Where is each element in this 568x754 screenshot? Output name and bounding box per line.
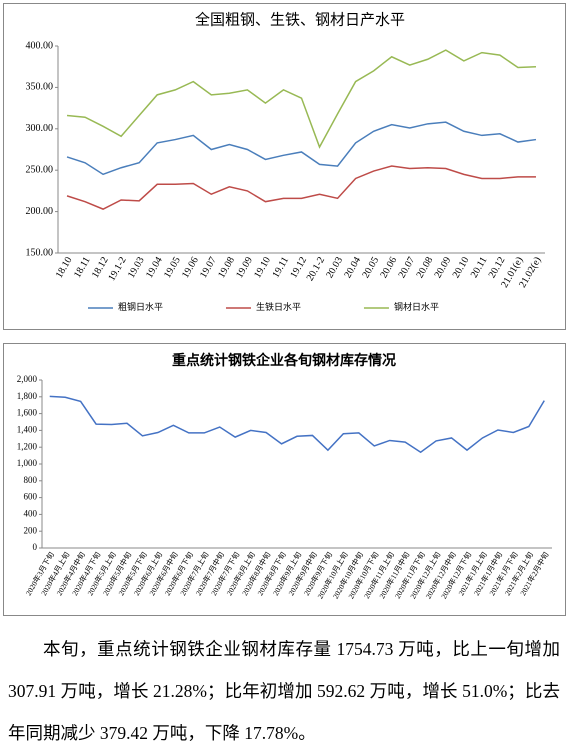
x-tick-label: 19.07 — [198, 255, 219, 280]
y-tick-label: 800 — [24, 475, 38, 485]
y-tick-label: 600 — [24, 492, 38, 502]
x-tick-label: 20.06 — [378, 255, 399, 280]
y-tick-label: 1,000 — [17, 458, 38, 468]
y-tick-label: 150.00 — [26, 247, 54, 258]
x-tick-label: 19.05 — [162, 255, 183, 280]
x-tick-label: 20.04 — [342, 255, 363, 280]
y-tick-label: 400 — [24, 508, 38, 518]
y-tick-label: 0 — [33, 542, 38, 552]
paragraph: 本旬，重点统计钢铁企业钢材库存量 1754.73 万吨，比上一旬增加 307.9… — [8, 639, 560, 743]
y-tick-label: 1,400 — [17, 424, 38, 434]
x-tick-label: 19.08 — [216, 255, 237, 280]
x-tick-label: 20.11 — [469, 255, 490, 280]
chart-title: 重点统计钢铁企业各旬钢材库存情况 — [172, 352, 396, 369]
legend-label: 钢材日水平 — [394, 301, 439, 312]
y-tick-label: 300.00 — [26, 123, 54, 134]
x-tick-label: 19.04 — [144, 255, 165, 280]
x-tick-label: 20.07 — [397, 255, 418, 280]
y-tick-label: 400.00 — [26, 40, 54, 51]
chart-title: 全国粗钢、生铁、钢材日产水平 — [195, 10, 405, 28]
data-line — [66, 121, 537, 176]
x-tick-label: 19.03 — [126, 255, 147, 280]
y-tick-label: 200 — [24, 525, 38, 535]
data-line — [66, 165, 536, 210]
x-tick-label: 20.03 — [324, 255, 345, 280]
y-tick-label: 350.00 — [26, 82, 54, 93]
x-tick-label: 19.06 — [180, 255, 201, 280]
data-line — [66, 49, 537, 149]
x-tick-label: 18.10 — [54, 255, 75, 280]
x-tick-label: 20.08 — [415, 255, 436, 280]
y-tick-label: 250.00 — [26, 164, 54, 175]
x-tick-label: 19.1-2 — [106, 255, 128, 283]
y-tick-label: 1,600 — [17, 408, 38, 418]
x-tick-label: 20.05 — [360, 255, 381, 280]
chart-frame — [3, 343, 566, 616]
x-tick-label: 19.11 — [270, 255, 291, 280]
x-tick-label: 18.11 — [72, 255, 93, 280]
x-tick-label: 19.10 — [252, 255, 273, 280]
chart-frame — [3, 3, 566, 330]
y-tick-label: 1,200 — [17, 441, 38, 451]
y-tick-label: 2,000 — [17, 374, 38, 384]
y-tick-label: 1,800 — [17, 391, 38, 401]
x-tick-label: 20.1-2 — [305, 255, 327, 283]
x-tick-label: 20.09 — [433, 255, 454, 280]
legend-label: 粗钢日水平 — [118, 301, 163, 312]
data-line — [49, 395, 545, 454]
y-tick-label: 200.00 — [26, 206, 54, 217]
charts: 全国粗钢、生铁、钢材日产水平 重点统计钢铁企业各旬钢材库存情况 150.00 20… — [3, 3, 566, 616]
x-tick-label: 20.10 — [451, 255, 472, 280]
x-tick-label: 19.09 — [234, 255, 255, 280]
legend-label: 生铁日水平 — [256, 301, 301, 312]
